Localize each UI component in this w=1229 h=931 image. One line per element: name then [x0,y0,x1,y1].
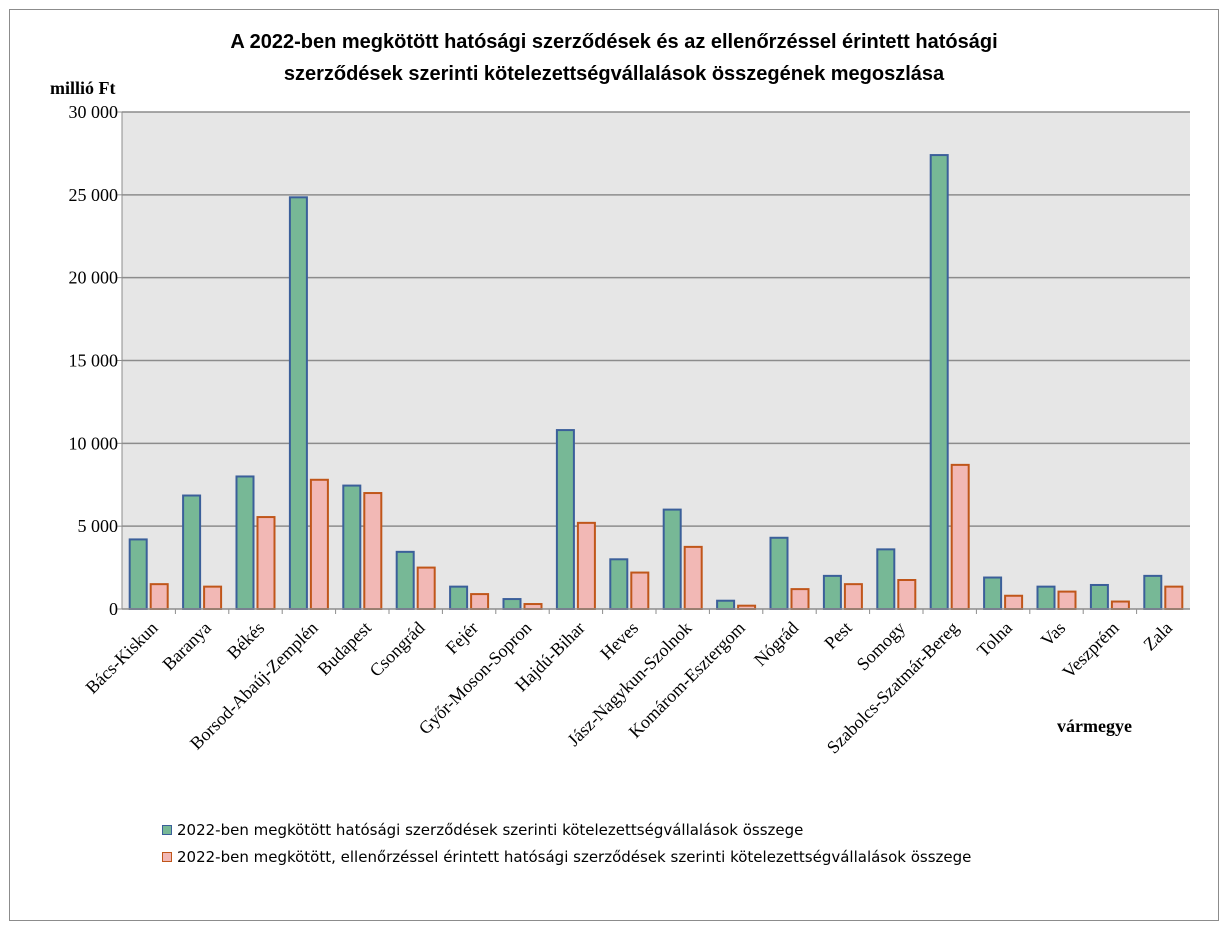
bar-series-1 [929,154,949,610]
bar-series-2 [576,521,596,610]
bar-series-2 [1164,585,1184,611]
x-tick-label: Nógrád [750,618,802,670]
bar-series-2 [843,583,863,611]
x-tick-label: Pest [820,618,855,653]
bar-series-2 [416,566,436,610]
x-tick-label: Heves [596,618,642,664]
x-tick-label: Csongrád [366,618,429,681]
bar-series-1 [662,508,682,611]
bar-series-1 [235,475,255,611]
bar-series-1 [342,484,362,611]
bar-series-1 [1036,585,1056,611]
y-tick-label: 20 000 [69,268,119,288]
x-tick-label: Vas [1037,618,1070,651]
x-tick-label: Fejér [442,618,482,658]
legend-swatch-series-1 [162,824,172,835]
bar-series-2 [1057,590,1077,610]
chart-title: A 2022-ben megkötött hatósági szerződése… [9,26,1219,90]
bar-series-1 [876,548,896,610]
bar-series-2 [683,545,703,610]
bar-series-1 [769,536,789,610]
x-tick-label: Baranya [158,618,215,675]
bar-series-2 [1110,600,1130,610]
legend-swatch-series-2 [162,851,172,862]
bar-series-1 [128,538,148,610]
chart-title-line-2: szerződések szerinti kötelezettségvállal… [283,63,945,85]
bar-series-1 [983,576,1003,610]
y-tick-label: 15 000 [69,351,119,371]
bar-series-1 [449,585,469,611]
x-tick-label: Veszprém [1058,618,1122,682]
bar-series-1 [288,196,308,610]
bar-series-1 [716,599,736,611]
x-tick-label: Budapest [314,618,376,680]
bar-series-1 [182,494,202,611]
bar-series-2 [203,585,223,611]
bar-series-2 [1004,594,1024,610]
bar-series-1 [1143,574,1163,610]
y-tick-label: 25 000 [69,185,119,205]
bar-series-1 [1089,583,1109,610]
y-tick-label: 10 000 [69,433,119,453]
y-tick-label: 0 [109,599,118,619]
bar-series-2 [630,571,650,611]
y-axis-label: millió Ft [50,78,116,98]
bar-series-2 [470,593,490,611]
x-axis-label: vármegye [1057,716,1132,736]
bar-series-1 [502,598,522,610]
bar-series-2 [950,463,970,610]
x-tick-label: Bács-Kiskun [82,618,162,698]
bar-series-1 [822,574,842,610]
x-tick-label: Zala [1139,618,1176,655]
bar-series-1 [609,558,629,610]
y-tick-label: 30 000 [69,102,119,122]
bar-series-2 [790,588,810,610]
bar-series-2 [256,516,276,610]
chart-title-line-1: A 2022-ben megkötött hatósági szerződése… [230,31,998,53]
legend: 2022-ben megkötött hatósági szerződések … [162,816,971,870]
bar-series-1 [395,550,415,610]
legend-label-series-2: 2022-ben megkötött, ellenőrzéssel érinte… [177,847,972,866]
bar-series-2 [363,492,383,610]
x-tick-label: Békés [223,618,268,663]
bar-series-2 [897,579,917,611]
bar-series-1 [555,429,575,610]
x-tick-label: Tolna [973,618,1016,661]
legend-label-series-1: 2022-ben megkötött hatósági szerződések … [177,820,804,839]
legend-item-series-1: 2022-ben megkötött hatósági szerződések … [162,816,971,843]
bar-series-2 [149,583,169,611]
y-tick-label: 5 000 [78,516,119,536]
bar-series-2 [309,478,329,610]
legend-item-series-2: 2022-ben megkötött, ellenőrzéssel érinte… [162,843,971,870]
